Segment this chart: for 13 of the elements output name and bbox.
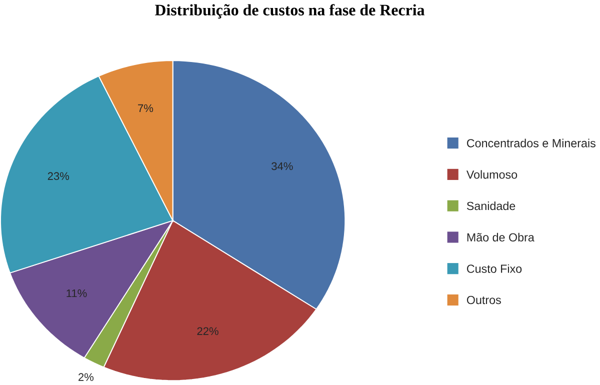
data-label: 11%: [66, 289, 87, 298]
legend-label: Outros: [466, 296, 501, 304]
legend-label: Concentrados e Minerais: [467, 138, 596, 148]
legend-label: Custo Fixo: [467, 264, 522, 273]
legend-label: Mão de Obra: [467, 232, 534, 242]
data-label: 2%: [78, 373, 94, 381]
chart-title: Distribuição de custos na fase de Recria: [154, 4, 425, 19]
data-label: 34%: [272, 162, 293, 170]
legend-label: Volumoso: [466, 170, 518, 179]
data-label: 22%: [197, 327, 218, 336]
data-label: 23%: [48, 172, 70, 180]
data-label: 7%: [138, 104, 154, 112]
legend-label: Sanidade: [466, 202, 516, 210]
